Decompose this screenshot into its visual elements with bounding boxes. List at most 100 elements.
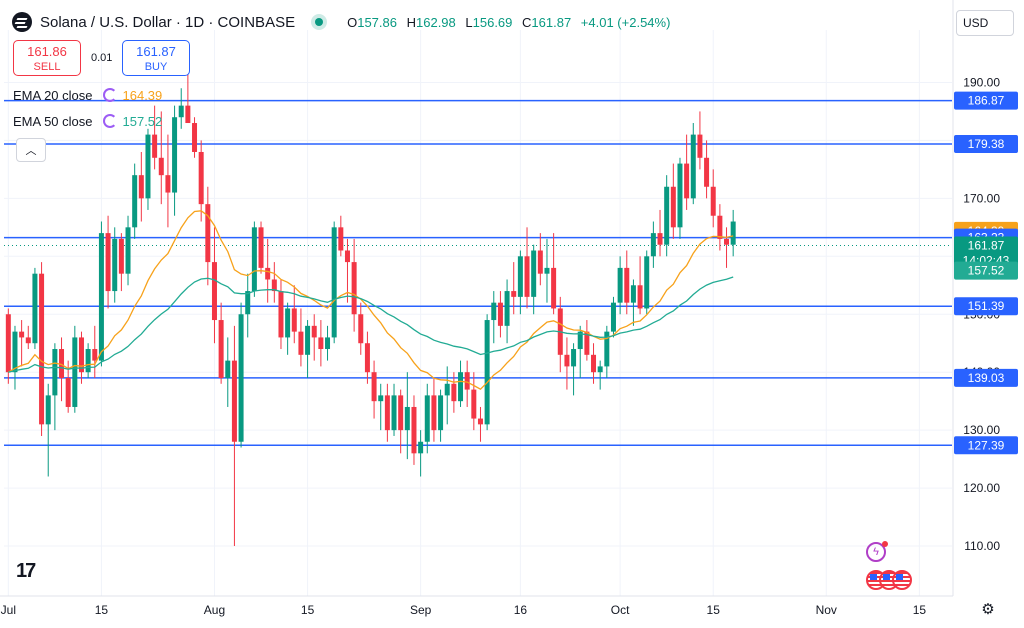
sell-button[interactable]: 161.86 SELL [13,40,81,76]
low-label: L [465,14,473,30]
candle-body [118,238,124,274]
ema-lines [7,210,734,391]
candle-body [298,331,304,355]
price-label-text: 186.87 [968,94,1005,108]
notification-dot [882,541,888,547]
candle-body [391,395,397,431]
candle-body [531,250,537,297]
solana-logo-icon [12,12,32,32]
y-tick-label: 130.00 [963,423,1000,437]
currency-select[interactable]: USD [956,10,1014,36]
candle-body [165,175,171,193]
candle-body [604,331,610,367]
lightning-icon[interactable]: ϟ [866,542,886,562]
candle-body [577,331,583,350]
ema20-legend[interactable]: EMA 20 close 164.39 [13,84,162,106]
ema20-label: EMA 20 close [13,87,93,103]
candle-body [98,233,104,361]
price-label-text: 151.39 [968,299,1005,313]
gear-icon[interactable]: ⚙ [981,601,995,618]
candle-body [132,175,138,228]
candle-body [138,175,144,199]
horizontal-lines[interactable] [4,99,952,447]
candle-body [45,395,51,425]
candle-body [311,325,317,338]
candle-body [338,227,344,251]
candle-body [172,117,178,193]
symbol-title[interactable]: Solana / U.S. Dollar · 1D · COINBASE [40,13,296,31]
candle-body [32,273,38,344]
candle-body [125,227,131,274]
candle-body [690,134,696,199]
candle-body [451,383,457,402]
candle-body [265,267,271,280]
candle-body [411,406,417,454]
price-label-bg [954,261,1018,280]
price-label-text: 179.38 [968,137,1005,151]
collapse-legend-button[interactable]: ︿ [16,138,46,162]
candle-body [305,325,311,355]
time-axis[interactable]: Jul 15 Aug 15 Sep 16 Oct 15 Nov 15 [0,595,953,617]
price-label-text: 139.03 [968,371,1005,385]
close-value: 161.87 [531,14,572,30]
candle-body [431,395,437,431]
us-flag-icon[interactable] [866,570,912,590]
candle-body [285,308,291,338]
candle-body [251,227,257,292]
candle-body [278,291,284,338]
ema20-value: 164.39 [122,87,163,103]
candle-body [544,267,550,274]
candle-body [325,337,331,350]
ema50-legend[interactable]: EMA 50 close 157.52 [13,110,162,132]
candle-body [231,360,237,442]
candle-body [670,186,676,228]
buy-label: BUY [144,61,168,73]
candle-body [19,331,25,338]
candle-body [198,151,204,205]
candle-body [650,233,656,257]
close-label: C [522,14,532,30]
candle-body [92,349,98,361]
chart-header: Solana / U.S. Dollar · 1D · COINBASE O15… [12,8,670,36]
candle-body [617,267,623,303]
candle-body [192,123,198,152]
candle-body [697,134,703,158]
candle-body [105,233,111,292]
candle-body [78,337,84,373]
candle-body [145,134,151,199]
candle-body [551,267,557,309]
candle-body [630,285,636,303]
x-tick-label: 15 [95,603,109,617]
loading-icon [102,114,117,128]
candle-body [384,395,390,431]
candlestick-series [5,53,736,547]
candle-body [524,256,530,297]
candle-body [477,418,483,425]
candle-body [537,250,543,274]
candle-body [218,320,224,378]
candle-body [571,349,577,367]
buy-price: 161.87 [136,44,176,59]
candle-body [318,337,324,350]
candle-body [684,163,690,199]
candle-body [185,105,191,124]
ema50-label: EMA 50 close [13,113,93,129]
price-label-text: 161.87 [968,238,1005,252]
candle-body [152,134,158,158]
candle-body [225,360,231,378]
tradingview-logo[interactable]: 17 [16,560,36,582]
buy-button[interactable]: 161.87 BUY [122,40,190,76]
candle-body [624,267,630,303]
x-tick-label: 15 [301,603,315,617]
candle-body [351,262,357,315]
y-tick-label: 110.00 [964,539,1000,553]
y-tick-label: 190.00 [963,75,1000,89]
candle-body [517,256,523,297]
market-status-icon[interactable] [315,18,324,26]
candle-body [730,221,736,245]
x-tick-label: 15 [913,603,927,617]
sell-label: SELL [33,61,61,73]
price-label-text: 127.39 [968,438,1005,452]
candle-body [497,302,503,326]
